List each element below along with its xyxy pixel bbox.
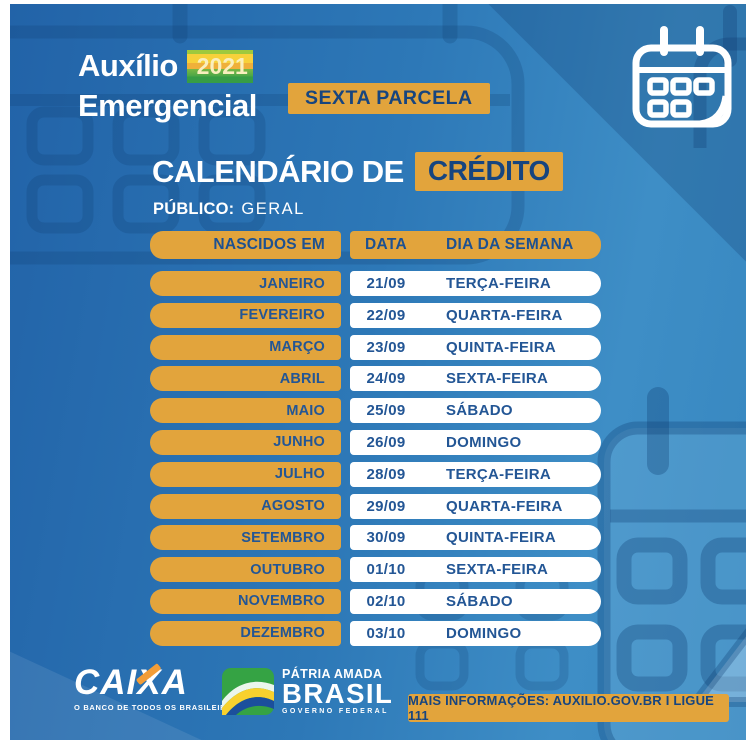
table-row: JULHO 28/09 TERÇA-FEIRA — [150, 461, 601, 487]
date-cell: 02/10 — [366, 592, 406, 610]
logo-line-1: Auxílio 2021 — [78, 46, 257, 86]
table-row: MARÇO 23/09 QUINTA-FEIRA — [150, 334, 601, 360]
weekday-cell: QUARTA-FEIRA — [446, 306, 563, 324]
col-header-nascidos-em: NASCIDOS EM — [150, 231, 341, 259]
month-cell: MAIO — [150, 398, 341, 424]
caixa-tagline: O BANCO DE TODOS OS BRASILEIROS — [74, 703, 239, 712]
month-cell: OUTUBRO — [150, 557, 341, 583]
title-highlight: CRÉDITO — [414, 152, 563, 191]
month-cell: JULHO — [150, 461, 341, 487]
table-header-row: NASCIDOS EM DATA DIA DA SEMANA — [150, 231, 601, 259]
date-day-cell: 28/09 TERÇA-FEIRA — [350, 461, 601, 487]
patria-amada-label: PÁTRIA AMADA — [282, 667, 383, 681]
date-day-cell: 22/09 QUARTA-FEIRA — [350, 302, 601, 328]
col-header-dia-da-semana: DIA DA SEMANA — [446, 236, 574, 253]
table-row: MAIO 25/09 SÁBADO — [150, 398, 601, 424]
calendar-icon — [632, 26, 732, 128]
date-day-cell: 01/10 SEXTA-FEIRA — [350, 557, 601, 583]
title-text: CALENDÁRIO DE — [152, 153, 404, 189]
date-day-cell: 24/09 SEXTA-FEIRA — [350, 366, 601, 392]
month-cell: MARÇO — [150, 334, 341, 360]
brasil-label: BRASIL — [282, 678, 394, 709]
month-cell: JANEIRO — [150, 271, 341, 296]
date-day-cell: 30/09 QUINTA-FEIRA — [350, 525, 601, 551]
weekday-cell: DOMINGO — [446, 624, 522, 642]
governo-federal-label: GOVERNO FEDERAL — [282, 708, 389, 715]
poster-canvas: Auxílio 2021 Emergencial SEXTA PARCELA — [10, 4, 746, 740]
table-row: DEZEMBRO 03/10 DOMINGO — [150, 620, 601, 646]
weekday-cell: TERÇA-FEIRA — [446, 465, 551, 483]
caixa-wordmark: CAIXA — [74, 663, 188, 702]
audience-label: PÚBLICO: — [153, 200, 235, 218]
installment-badge: SEXTA PARCELA — [288, 83, 490, 114]
date-cell: 01/10 — [366, 561, 406, 579]
govbr-logo: PÁTRIA AMADA BRASIL GOVERNO FEDERAL — [222, 667, 393, 715]
month-cell: FEVEREIRO — [150, 302, 341, 328]
date-cell: 30/09 — [366, 529, 406, 547]
logo-word-auxilio: Auxílio — [78, 48, 178, 83]
date-cell: 25/09 — [366, 402, 406, 420]
caixa-logo: CAIXA O BANCO DE TODOS OS BRASILEIROS — [74, 663, 239, 712]
page-title: CALENDÁRIO DE CRÉDITO — [152, 152, 563, 191]
month-cell: AGOSTO — [150, 493, 341, 519]
col-header-data-dia: DATA DIA DA SEMANA — [350, 231, 601, 259]
date-day-cell: 29/09 QUARTA-FEIRA — [350, 493, 601, 519]
date-day-cell: 21/09 TERÇA-FEIRA — [350, 271, 601, 296]
year-badge: 2021 — [186, 49, 253, 83]
weekday-cell: SÁBADO — [446, 592, 513, 610]
col-header-data: DATA — [365, 236, 407, 253]
audience-value: GERAL — [241, 200, 305, 218]
table-row: AGOSTO 29/09 QUARTA-FEIRA — [150, 493, 601, 519]
month-cell: NOVEMBRO — [150, 588, 341, 614]
weekday-cell: QUINTA-FEIRA — [446, 529, 556, 547]
month-cell: SETEMBRO — [150, 525, 341, 551]
date-day-cell: 02/10 SÁBADO — [350, 588, 601, 614]
date-cell: 21/09 — [366, 275, 406, 292]
table-row: ABRIL 24/09 SEXTA-FEIRA — [150, 366, 601, 392]
table-row: JUNHO 26/09 DOMINGO — [150, 429, 601, 455]
date-cell: 03/10 — [366, 624, 406, 642]
govbr-text: PÁTRIA AMADA BRASIL GOVERNO FEDERAL — [282, 667, 393, 715]
table-row: FEVEREIRO 22/09 QUARTA-FEIRA — [150, 302, 601, 328]
month-cell: JUNHO — [150, 429, 341, 455]
more-info-bar: MAIS INFORMAÇÕES: AUXILIO.GOV.BR I LIGUE… — [408, 693, 729, 723]
table-row: OUTUBRO 01/10 SEXTA-FEIRA — [150, 557, 601, 583]
credit-calendar-table: NASCIDOS EM DATA DIA DA SEMANA JANEIRO 2… — [150, 231, 601, 653]
weekday-cell: QUINTA-FEIRA — [446, 338, 556, 356]
weekday-cell: SEXTA-FEIRA — [446, 370, 549, 388]
date-cell: 29/09 — [366, 497, 406, 515]
logo-word-emergencial: Emergencial — [78, 88, 257, 123]
month-cell: ABRIL — [150, 366, 341, 392]
month-cell: DEZEMBRO — [150, 620, 341, 646]
table-row: JANEIRO 21/09 TERÇA-FEIRA — [150, 271, 601, 296]
date-cell: 22/09 — [366, 306, 406, 324]
weekday-cell: DOMINGO — [446, 433, 522, 451]
table-row: SETEMBRO 30/09 QUINTA-FEIRA — [150, 525, 601, 551]
brazil-flag-icon — [222, 667, 274, 715]
weekday-cell: SEXTA-FEIRA — [446, 561, 549, 579]
date-cell: 28/09 — [366, 465, 406, 483]
date-cell: 26/09 — [366, 433, 406, 451]
date-day-cell: 23/09 QUINTA-FEIRA — [350, 334, 601, 360]
weekday-cell: SÁBADO — [446, 402, 513, 420]
weekday-cell: TERÇA-FEIRA — [446, 275, 551, 292]
auxilio-emergencial-logo: Auxílio 2021 Emergencial — [78, 46, 257, 126]
date-day-cell: 25/09 SÁBADO — [350, 398, 601, 424]
date-cell: 24/09 — [366, 370, 406, 388]
weekday-cell: QUARTA-FEIRA — [446, 497, 563, 515]
date-day-cell: 26/09 DOMINGO — [350, 429, 601, 455]
date-cell: 23/09 — [366, 338, 406, 356]
date-day-cell: 03/10 DOMINGO — [350, 620, 601, 646]
table-row: NOVEMBRO 02/10 SÁBADO — [150, 588, 601, 614]
audience-line: PÚBLICO: GERAL — [153, 200, 305, 219]
